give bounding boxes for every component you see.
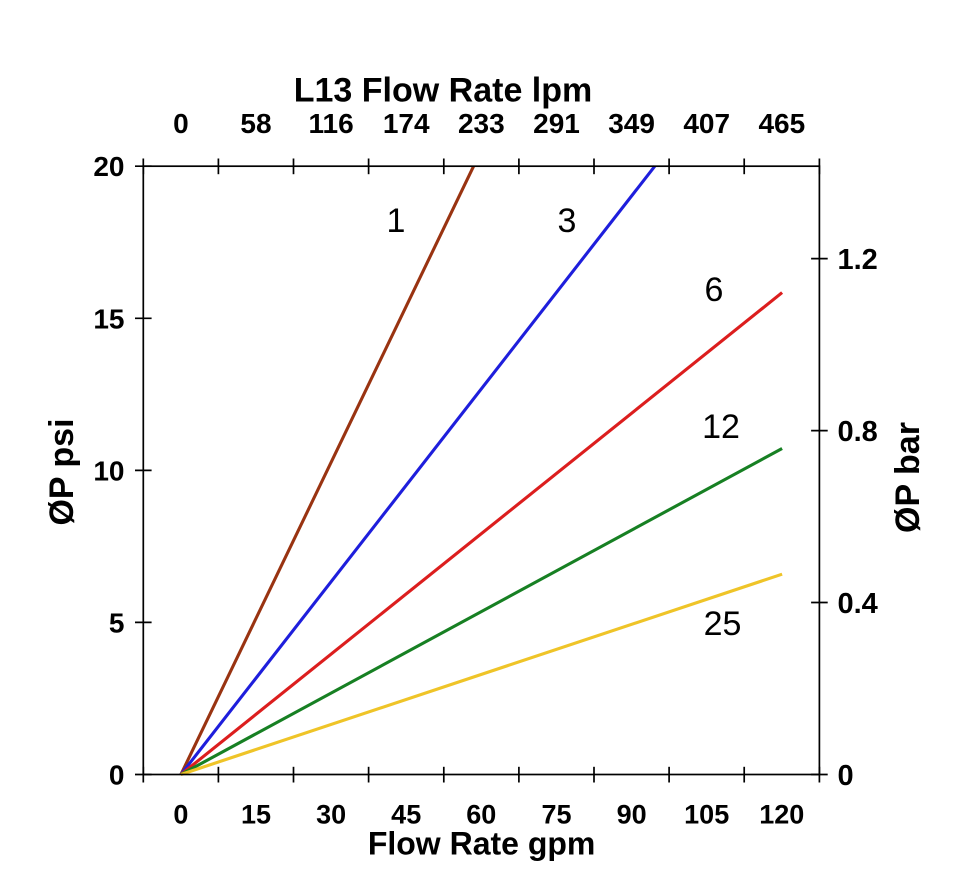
svg-text:L13 Flow Rate lpm: L13 Flow Rate lpm — [294, 71, 593, 109]
svg-text:1.2: 1.2 — [838, 244, 878, 276]
svg-text:465: 465 — [758, 108, 805, 139]
svg-text:291: 291 — [533, 108, 580, 139]
svg-text:75: 75 — [541, 799, 571, 829]
svg-text:120: 120 — [759, 799, 804, 829]
svg-text:0: 0 — [173, 799, 188, 829]
svg-text:233: 233 — [458, 108, 505, 139]
svg-text:349: 349 — [608, 108, 655, 139]
svg-text:5: 5 — [109, 607, 125, 638]
svg-text:Flow Rate gpm: Flow Rate gpm — [368, 826, 596, 862]
svg-text:1: 1 — [387, 202, 406, 240]
svg-text:407: 407 — [683, 108, 730, 139]
svg-text:105: 105 — [684, 799, 729, 829]
svg-text:116: 116 — [309, 108, 354, 139]
svg-text:15: 15 — [241, 799, 271, 829]
svg-text:6: 6 — [705, 271, 724, 309]
svg-text:3: 3 — [558, 202, 577, 240]
svg-text:20: 20 — [93, 151, 124, 182]
svg-text:15: 15 — [93, 303, 124, 334]
svg-text:174: 174 — [383, 108, 430, 139]
svg-text:10: 10 — [93, 455, 124, 486]
svg-text:30: 30 — [316, 799, 346, 829]
svg-text:12: 12 — [702, 408, 740, 446]
svg-text:45: 45 — [391, 799, 421, 829]
svg-text:60: 60 — [466, 799, 496, 829]
svg-text:90: 90 — [617, 799, 647, 829]
svg-text:0.8: 0.8 — [838, 416, 878, 448]
svg-text:ØP bar: ØP bar — [889, 422, 927, 533]
svg-text:0: 0 — [109, 760, 125, 791]
svg-text:58: 58 — [240, 108, 271, 139]
svg-text:ØP psi: ØP psi — [43, 418, 81, 525]
svg-text:0: 0 — [173, 108, 189, 139]
svg-text:0: 0 — [838, 760, 854, 792]
svg-text:25: 25 — [704, 605, 742, 643]
svg-text:0.4: 0.4 — [838, 588, 878, 620]
